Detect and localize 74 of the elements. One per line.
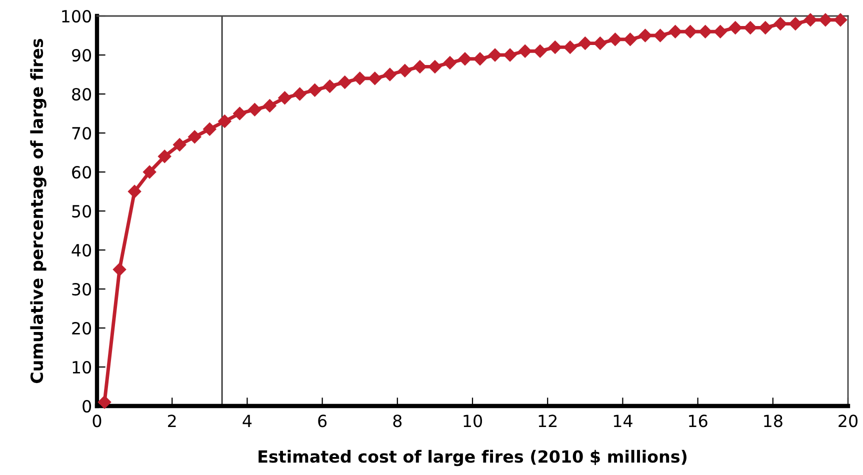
- point: [758, 21, 772, 34]
- point: [233, 106, 246, 120]
- point: [534, 44, 547, 58]
- point: [443, 56, 457, 70]
- point: [548, 40, 562, 54]
- x-tick-label: 20: [838, 414, 858, 428]
- point: [503, 48, 517, 62]
- point: [308, 84, 322, 97]
- point: [263, 99, 276, 112]
- point: [112, 262, 126, 276]
- point: [278, 91, 292, 104]
- y-tick-label: 90: [72, 48, 92, 62]
- x-tick-label: 6: [318, 414, 327, 428]
- x-tick-label: 0: [92, 414, 102, 428]
- point: [323, 80, 336, 93]
- point: [654, 28, 667, 42]
- x-tick-label: 16: [689, 414, 708, 428]
- y-tick-label: 10: [72, 360, 92, 374]
- point: [594, 36, 607, 50]
- x-tick-label: 8: [393, 414, 402, 428]
- y-tick-label: 40: [72, 244, 92, 257]
- point: [744, 21, 757, 34]
- point: [338, 76, 352, 89]
- point: [128, 184, 142, 198]
- point: [714, 25, 727, 38]
- x-tick-label: 2: [168, 414, 176, 427]
- y-tick-label: 30: [72, 282, 92, 296]
- x-tick-label: 14: [614, 414, 632, 427]
- x-tick-label: 10: [464, 414, 482, 428]
- x-tick-label: 4: [242, 414, 252, 427]
- y-tick-label: 70: [72, 126, 92, 140]
- point: [668, 25, 682, 38]
- x-axis-title: Estimated cost of large fires (2010 $ millions): [258, 450, 686, 466]
- point: [142, 165, 156, 179]
- y-tick-label: 20: [72, 322, 92, 335]
- point: [834, 13, 848, 26]
- point: [173, 138, 186, 152]
- point: [788, 17, 802, 30]
- point: [698, 25, 712, 38]
- point: [488, 48, 502, 62]
- point: [458, 52, 472, 66]
- x-tick-label: 12: [538, 414, 557, 427]
- point: [638, 28, 652, 42]
- point: [98, 396, 112, 409]
- point: [218, 114, 232, 128]
- point: [398, 64, 412, 78]
- point: [428, 60, 442, 74]
- y-tick-label: 0: [82, 400, 92, 413]
- point: [684, 25, 697, 38]
- point: [158, 150, 172, 163]
- point: [413, 60, 427, 74]
- point: [624, 32, 637, 46]
- point: [608, 32, 622, 46]
- y-tick-label: 60: [72, 166, 92, 179]
- point: [774, 17, 787, 30]
- point: [564, 40, 577, 54]
- point: [203, 122, 216, 136]
- point: [818, 13, 832, 26]
- point: [188, 130, 202, 144]
- point: [248, 103, 262, 116]
- point: [368, 72, 382, 85]
- point: [804, 13, 818, 26]
- y-tick-label: 80: [72, 88, 92, 101]
- point: [518, 44, 532, 58]
- point: [728, 21, 742, 34]
- point: [578, 36, 592, 50]
- x-tick-label: 18: [764, 414, 782, 428]
- point: [293, 87, 306, 101]
- y-tick-label: 50: [72, 204, 92, 218]
- y-axis-title: Cumulative percentage of large fires: [30, 38, 46, 384]
- point: [473, 52, 487, 66]
- y-tick-label: 100: [62, 10, 92, 23]
- point: [353, 72, 366, 85]
- point: [383, 68, 396, 82]
